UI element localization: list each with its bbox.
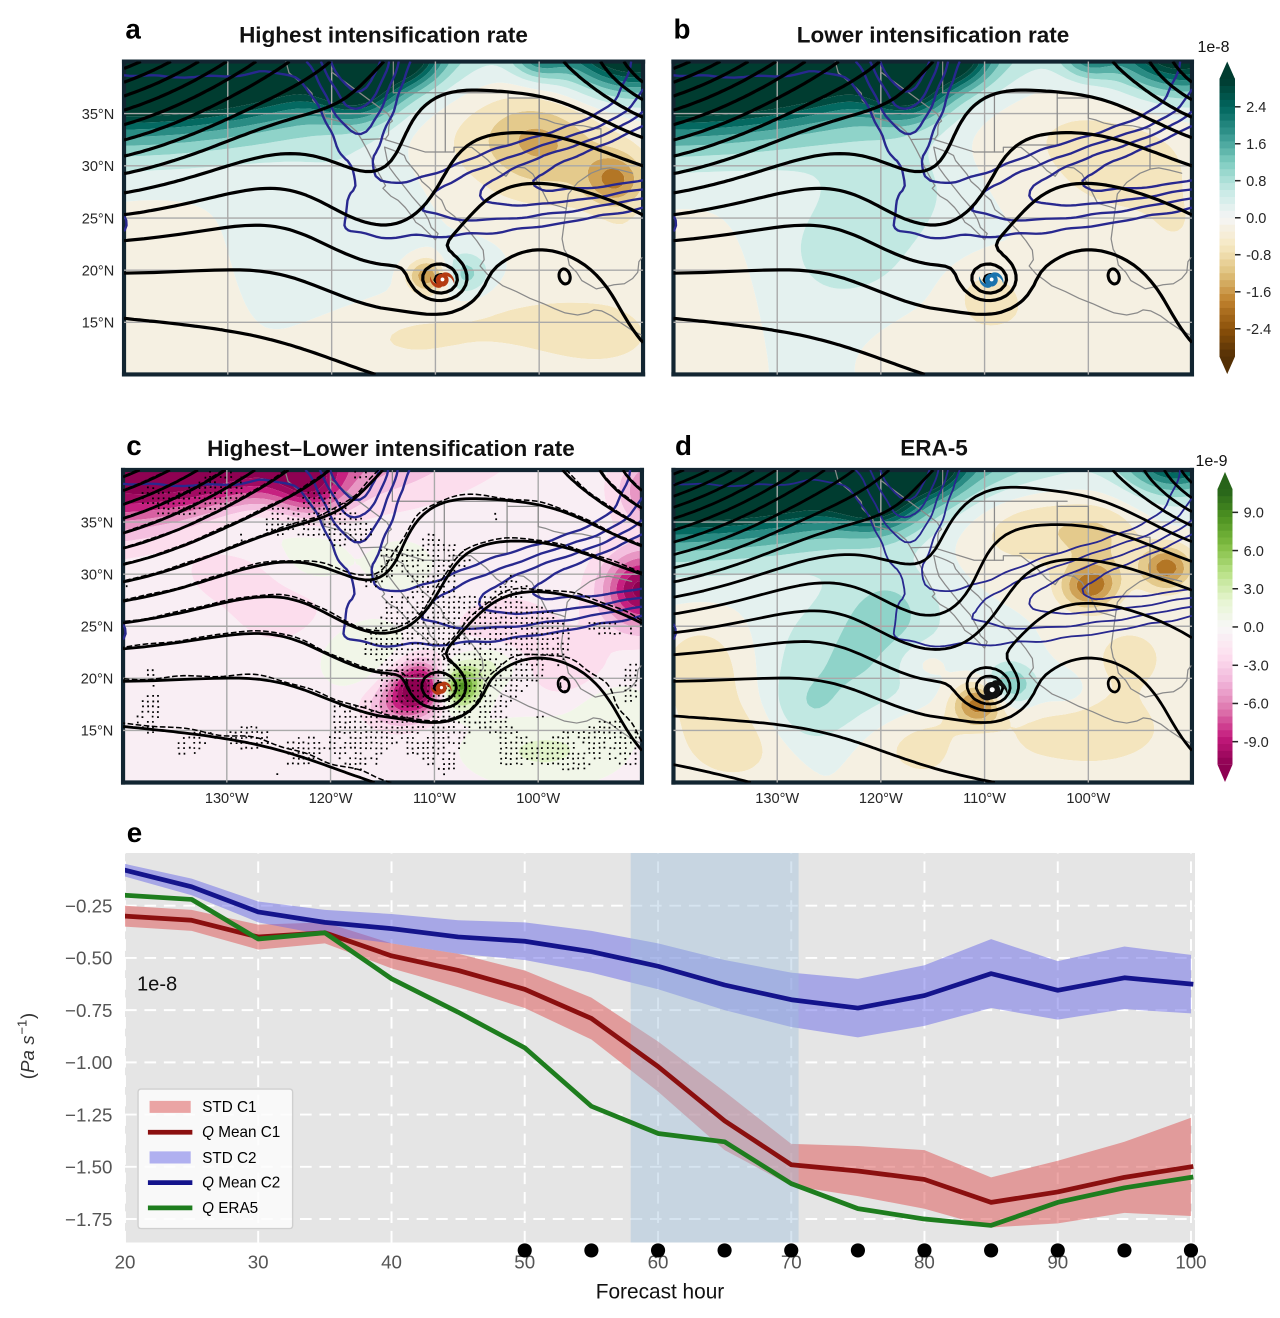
svg-text:35°N: 35°N: [81, 515, 114, 531]
svg-text:0.0: 0.0: [1244, 620, 1264, 636]
svg-text:( ) P a s: ( ) P a s − 1: [7, 1007, 39, 1080]
svg-text:70: 70: [781, 1252, 802, 1273]
svg-text:c: c: [126, 430, 141, 461]
svg-text:Lower intensification rate: Lower intensification rate: [797, 23, 1070, 48]
svg-text:9.0: 9.0: [1244, 506, 1264, 522]
svg-text:90: 90: [1047, 1252, 1068, 1273]
svg-text:−0.25: −0.25: [65, 896, 112, 917]
svg-text:15°N: 15°N: [81, 724, 114, 740]
svg-text:Q M e: Q M e a n C 2: [202, 1168, 280, 1193]
svg-text:20°N: 20°N: [81, 672, 114, 688]
svg-text:130°W: 130°W: [205, 791, 249, 807]
svg-text:20: 20: [115, 1252, 136, 1273]
svg-text:Highest–Lower intensification: Highest–Lower intensification rate: [207, 436, 575, 461]
svg-text:110°W: 110°W: [413, 791, 456, 807]
svg-text:−0.50: −0.50: [65, 948, 112, 969]
svg-text:Forecast hour: Forecast hour: [596, 1281, 725, 1304]
svg-text:25°N: 25°N: [81, 620, 114, 636]
svg-text:−1.75: −1.75: [65, 1209, 112, 1230]
svg-text:25°N: 25°N: [82, 211, 115, 227]
svg-text:110°W: 110°W: [963, 791, 1006, 807]
svg-text:30°N: 30°N: [81, 567, 114, 583]
svg-text:−0.75: −0.75: [65, 1000, 112, 1021]
svg-text:d: d: [675, 430, 692, 461]
svg-text:-0.8: -0.8: [1246, 248, 1271, 264]
svg-text:−1.50: −1.50: [65, 1157, 112, 1178]
svg-text:-2.4: -2.4: [1246, 322, 1271, 338]
svg-text:100: 100: [1175, 1252, 1206, 1273]
svg-text:STD C1: STD C1: [202, 1099, 256, 1116]
svg-text:-1.6: -1.6: [1246, 285, 1271, 301]
svg-text:Highest intensification rate: Highest intensification rate: [239, 23, 528, 48]
svg-text:a: a: [125, 13, 141, 44]
svg-text:40: 40: [381, 1252, 402, 1273]
svg-text:130°W: 130°W: [755, 791, 799, 807]
svg-text:30: 30: [248, 1252, 269, 1273]
svg-text:0.8: 0.8: [1246, 174, 1266, 190]
svg-text:e: e: [127, 817, 142, 848]
svg-text:-6.0: -6.0: [1244, 697, 1269, 713]
svg-text:-9.0: -9.0: [1244, 735, 1269, 751]
svg-text:-3.0: -3.0: [1244, 659, 1269, 675]
svg-text:−1.25: −1.25: [65, 1104, 112, 1125]
svg-text:3.0: 3.0: [1244, 582, 1264, 598]
svg-text:1e-8: 1e-8: [137, 973, 177, 995]
svg-text:−1.00: −1.00: [65, 1052, 112, 1073]
svg-text:30°N: 30°N: [82, 159, 115, 175]
svg-text:120°W: 120°W: [309, 791, 353, 807]
svg-text:STD C2: STD C2: [202, 1150, 256, 1167]
svg-text:35°N: 35°N: [82, 107, 115, 123]
svg-text:Q E R: Q E R A 5: [202, 1193, 258, 1218]
svg-text:120°W: 120°W: [859, 791, 903, 807]
svg-text:1e-8: 1e-8: [1197, 39, 1229, 56]
svg-text:b: b: [673, 13, 690, 44]
svg-text:ERA-5: ERA-5: [900, 436, 968, 461]
svg-text:0.0: 0.0: [1246, 211, 1266, 227]
svg-text:1e-9: 1e-9: [1196, 453, 1228, 470]
svg-text:100°W: 100°W: [1066, 791, 1110, 807]
svg-text:20°N: 20°N: [82, 263, 115, 279]
svg-text:15°N: 15°N: [82, 316, 115, 332]
svg-text:6.0: 6.0: [1244, 544, 1264, 560]
svg-text:100°W: 100°W: [516, 791, 560, 807]
svg-text:50: 50: [514, 1252, 535, 1273]
svg-text:80: 80: [914, 1252, 935, 1273]
svg-text:2.4: 2.4: [1246, 100, 1266, 116]
svg-text:60: 60: [648, 1252, 669, 1273]
svg-text:1.6: 1.6: [1246, 137, 1266, 153]
svg-text:Q M e: Q M e a n C 1: [202, 1117, 280, 1142]
